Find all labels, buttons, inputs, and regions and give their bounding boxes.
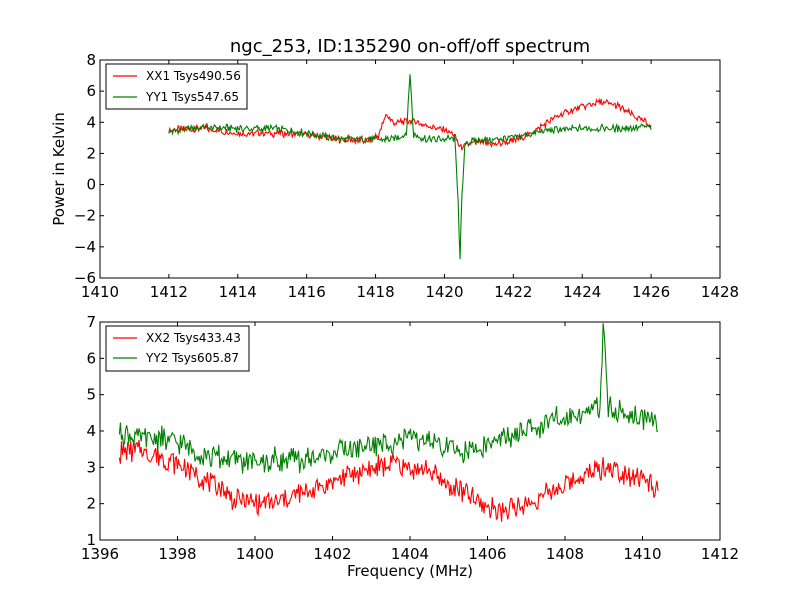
bottom-x-tick-label: 1412 [701,545,739,563]
figure-title: ngc_253, ID:135290 on-off/off spectrum [230,36,590,57]
x-axis-label: Frequency (MHz) [347,562,473,580]
top-y-tick-label: 8 [86,51,96,69]
top-y-tick-label: −4 [74,238,96,256]
bottom-y-tick-label: 6 [86,349,96,367]
bottom-legend-label-yy2: YY2 Tsys605.87 [145,351,239,365]
bottom-x-tick-label: 1402 [313,545,351,563]
top-x-tick-label: 1428 [701,283,739,301]
top-x-tick-label: 1412 [150,283,188,301]
y-axis-label: Power in Kelvin [50,112,68,226]
bottom-series-line-1 [118,439,659,522]
top-y-tick-label: 0 [86,176,96,194]
bottom-y-tick-label: 4 [86,422,96,440]
top-x-tick-label: 1418 [356,283,394,301]
bottom-axis-ticks: 1396 1398 1400 1402 1404 1406 1408 1410 1412 1 2 3 4… [81,313,739,563]
top-series-line-1 [168,97,652,152]
bottom-y-tick-label: 2 [86,495,96,513]
bottom-legend-box [105,325,250,372]
top-legend-label-xx1: XX1 Tsys490.56 [146,69,241,83]
bottom-y-tick-label: 3 [86,458,96,476]
top-plot-lines [168,74,652,260]
top-y-tick-label: −6 [74,269,96,287]
bottom-x-tick-label: 1400 [236,545,274,563]
top-x-tick-label: 1420 [425,283,463,301]
bottom-legend: XX2 Tsys433.43 YY2 Tsys605.87 [105,325,250,372]
top-x-tick-label: 1414 [219,283,257,301]
bottom-y-tick-label: 1 [86,531,96,549]
bottom-subplot: 1396 1398 1400 1402 1404 1406 1408 1410 1412 1 2 3 4… [81,313,739,563]
top-x-tick-label: 1416 [288,283,326,301]
bottom-plot-lines [118,323,659,522]
bottom-x-tick-label: 1404 [391,545,429,563]
bottom-y-tick-label: 7 [86,313,96,331]
top-x-tick-label: 1424 [563,283,601,301]
bottom-x-tick-label: 1406 [468,545,506,563]
top-axis-ticks: 1410 1412 1414 1416 1418 1420 1422 1424 1426 1428… [74,51,739,301]
bottom-legend-label-xx2: XX2 Tsys433.43 [146,331,241,345]
bottom-y-tick-label: 5 [86,386,96,404]
bottom-x-tick-label: 1408 [546,545,584,563]
top-x-tick-label: 1426 [632,283,670,301]
top-y-tick-label: 2 [86,144,96,162]
top-legend-label-yy1: YY1 Tsys547.65 [145,90,239,104]
bottom-x-tick-label: 1410 [623,545,661,563]
top-y-tick-label: 6 [86,82,96,100]
top-legend-box [105,63,248,110]
top-axes-frame [99,59,721,279]
top-subplot: 1410 1412 1414 1416 1418 1420 1422 1424 1426 1428… [74,51,739,301]
top-legend: XX1 Tsys490.56 YY1 Tsys547.65 [105,63,248,110]
top-y-tick-label: −2 [74,207,96,225]
bottom-x-tick-label: 1398 [158,545,196,563]
top-y-tick-label: 4 [86,113,96,131]
bottom-x-tick-label: 1396 [81,545,119,563]
top-x-tick-label: 1410 [81,283,119,301]
bottom-series-line-2 [118,323,659,474]
top-series-line-2 [168,74,652,260]
top-x-tick-label: 1422 [494,283,532,301]
